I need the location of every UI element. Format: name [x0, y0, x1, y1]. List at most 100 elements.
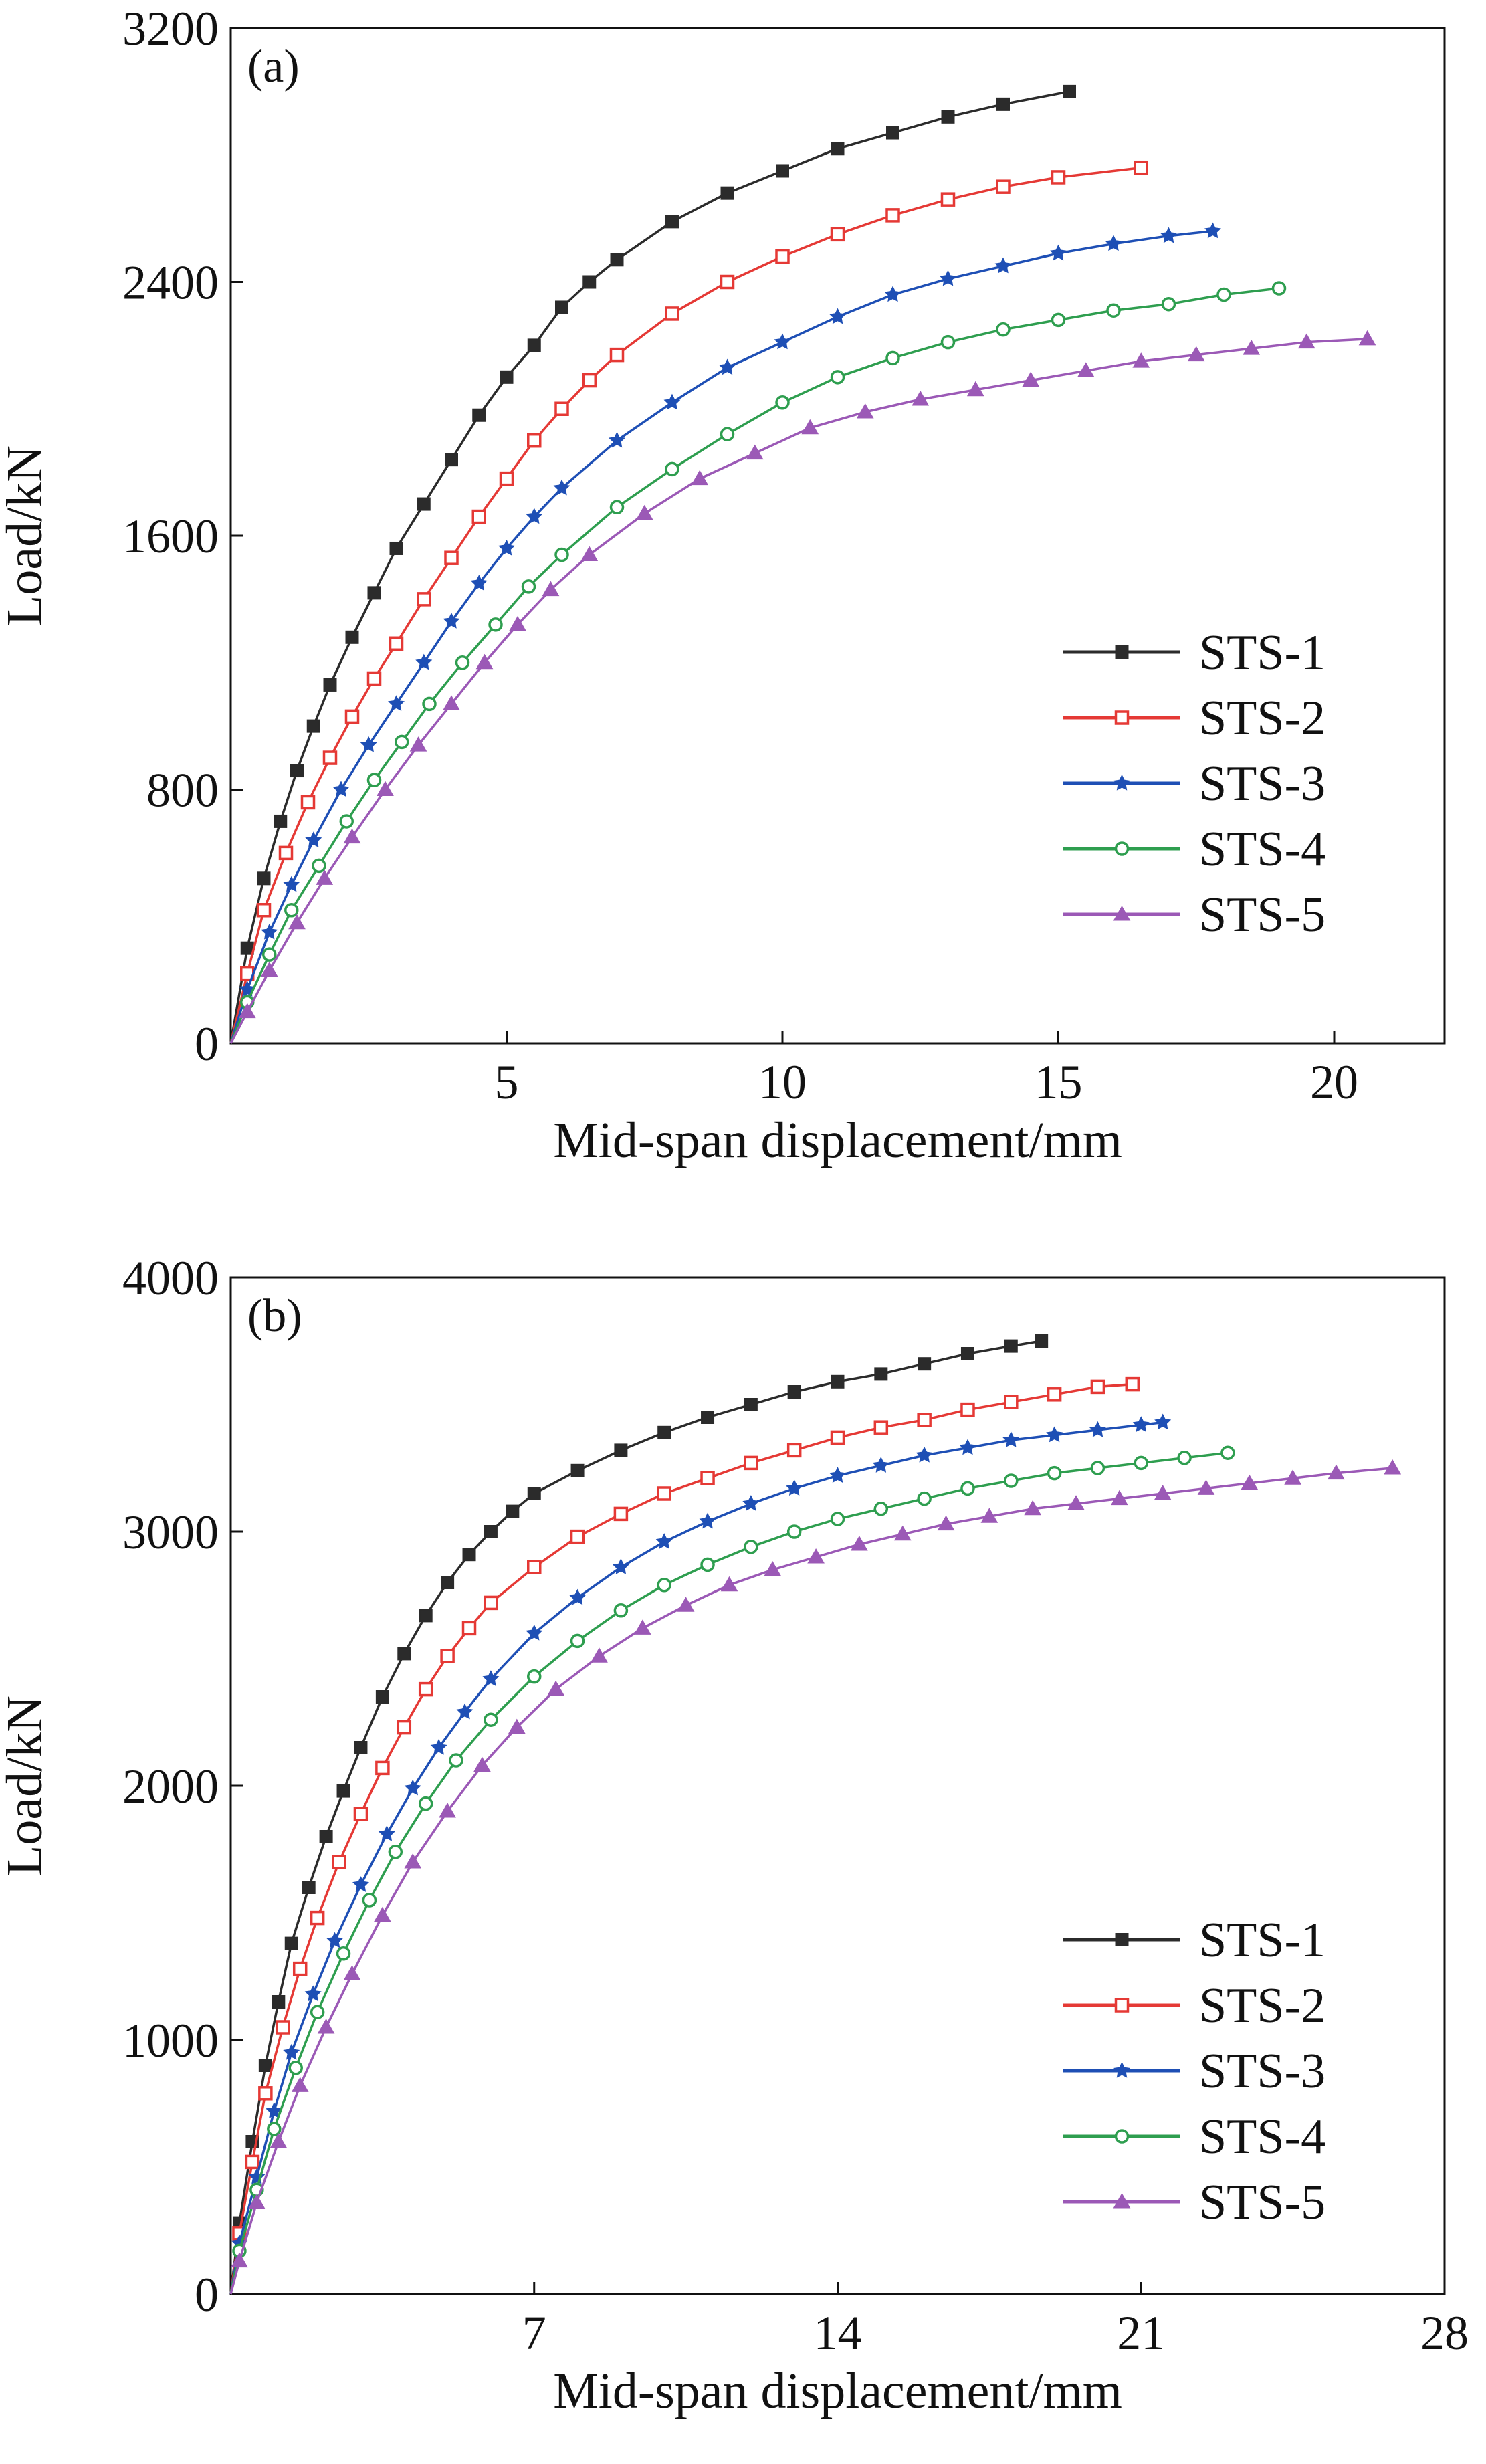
- data-point: [801, 419, 819, 435]
- data-point: [418, 1681, 433, 1697]
- data-point: [389, 636, 404, 651]
- y-axis-label: Load/kN: [0, 445, 53, 626]
- data-point: [417, 497, 431, 511]
- data-point: [873, 1502, 889, 1516]
- data-point: [591, 1647, 608, 1663]
- data-point: [1187, 346, 1205, 362]
- data-point: [1051, 170, 1066, 185]
- y-tick-label: 3200: [122, 2, 219, 56]
- data-point: [443, 612, 460, 629]
- legend-item: STS-5: [1063, 2175, 1325, 2230]
- y-tick-label: 2000: [122, 1760, 219, 1813]
- data-point: [245, 2154, 260, 2170]
- data-point: [345, 630, 359, 644]
- data-point: [635, 504, 653, 520]
- legend-item: STS-4: [1063, 822, 1325, 877]
- data-point: [527, 338, 541, 352]
- legend-marker: [1114, 1998, 1130, 2013]
- data-point: [290, 764, 304, 778]
- data-point: [691, 470, 709, 486]
- legend-label: STS-5: [1199, 888, 1325, 942]
- data-point: [367, 586, 381, 600]
- data-point: [776, 164, 789, 178]
- data-point: [472, 408, 486, 422]
- data-point: [609, 500, 625, 515]
- data-point: [418, 1796, 433, 1811]
- data-point: [377, 781, 394, 796]
- legend-item: STS-1: [1063, 625, 1325, 680]
- data-point: [1002, 1431, 1020, 1447]
- data-point: [267, 2122, 282, 2136]
- data-point: [1004, 1339, 1018, 1353]
- legend: STS-1 STS-2 STS-3 STS-4 STS-5: [1063, 1913, 1325, 2230]
- data-point: [258, 2059, 272, 2072]
- data-point: [941, 110, 955, 124]
- data-point: [665, 306, 679, 321]
- y-tick-label: 0: [195, 1017, 219, 1071]
- legend-item: STS-3: [1063, 756, 1325, 811]
- data-point: [655, 1533, 673, 1549]
- data-point: [786, 1443, 802, 1458]
- data-point: [238, 1003, 256, 1019]
- series-sts-1: [229, 1334, 1049, 2295]
- data-point: [1134, 1455, 1148, 1471]
- data-point: [547, 1680, 565, 1696]
- data-point: [996, 97, 1010, 111]
- legend-marker: [1114, 2129, 1130, 2144]
- data-point: [917, 1413, 932, 1427]
- data-point: [1063, 84, 1076, 98]
- x-tick-label: 28: [1420, 2306, 1469, 2360]
- legend-marker: [1113, 905, 1131, 921]
- data-point: [830, 370, 845, 385]
- data-point: [352, 1876, 369, 1892]
- data-point: [526, 1624, 543, 1641]
- data-point: [1047, 1465, 1062, 1481]
- data-point: [439, 1802, 456, 1818]
- data-point: [1125, 1376, 1140, 1392]
- data-point: [521, 579, 536, 594]
- data-point: [1384, 1459, 1402, 1475]
- series-line: [229, 90, 1070, 1044]
- data-point: [830, 1512, 845, 1526]
- data-point: [994, 257, 1012, 274]
- data-point: [375, 1690, 389, 1704]
- data-point: [554, 401, 569, 416]
- data-point: [283, 2043, 300, 2060]
- x-tick-label: 14: [814, 2306, 862, 2360]
- data-point: [720, 427, 735, 441]
- legend-label: STS-5: [1199, 2175, 1325, 2230]
- series-line: [229, 1467, 1393, 2295]
- data-point: [580, 546, 599, 561]
- panel-label: (b): [247, 1290, 302, 1342]
- y-tick-label: 3000: [122, 1506, 219, 1559]
- data-point: [310, 2005, 325, 2019]
- data-point: [1160, 227, 1177, 243]
- data-point: [609, 347, 625, 363]
- data-point: [527, 1487, 541, 1500]
- series-line: [229, 1421, 1163, 2295]
- data-point: [339, 814, 354, 829]
- data-point: [1220, 1445, 1235, 1460]
- data-point: [701, 1411, 715, 1424]
- data-point: [554, 547, 569, 562]
- legend-label: STS-1: [1199, 1913, 1325, 1968]
- data-point: [317, 2018, 335, 2034]
- legend-label: STS-2: [1199, 1978, 1325, 2033]
- data-point: [288, 914, 306, 930]
- data-point: [417, 592, 431, 607]
- data-point: [872, 1457, 889, 1473]
- data-point: [996, 322, 1011, 337]
- data-point: [940, 270, 956, 286]
- data-point: [419, 1609, 433, 1623]
- data-point: [288, 2061, 303, 2075]
- data-point: [831, 1374, 845, 1389]
- data-point: [1047, 1387, 1062, 1402]
- data-point: [1106, 303, 1121, 318]
- data-point: [1271, 281, 1287, 296]
- data-point: [633, 1619, 651, 1635]
- legend: STS-1 STS-2 STS-3 STS-4 STS-5: [1063, 625, 1325, 942]
- data-point: [332, 781, 350, 797]
- data-point: [304, 1985, 322, 2002]
